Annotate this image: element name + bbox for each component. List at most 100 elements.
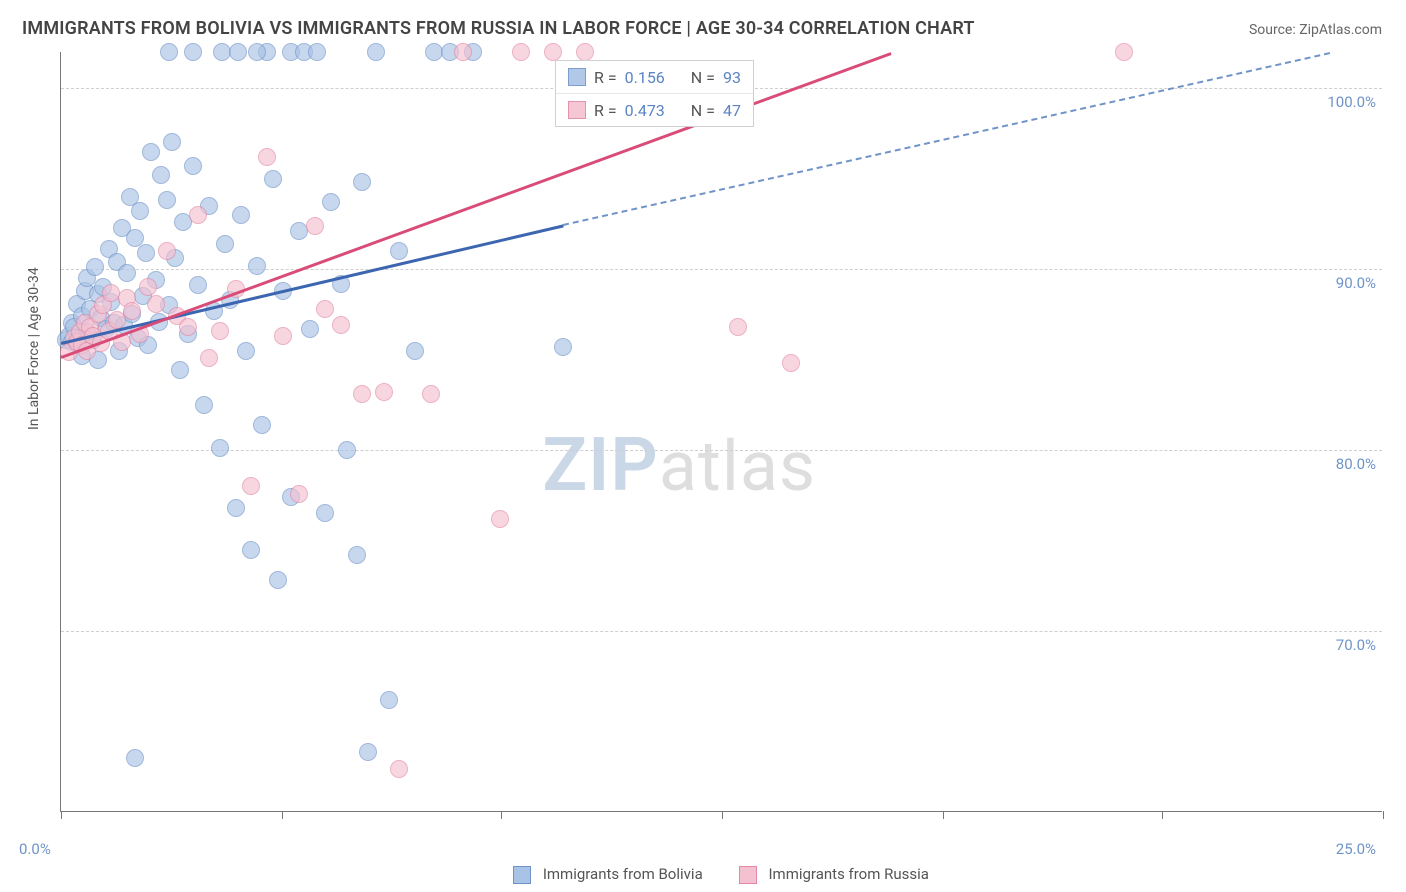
point-russia bbox=[200, 349, 218, 367]
x-tick-label-min: 0.0% bbox=[19, 840, 51, 858]
y-tick-label: 80.0% bbox=[1336, 455, 1376, 473]
point-bolivia bbox=[211, 439, 229, 457]
n-value: 47 bbox=[723, 101, 741, 120]
point-russia bbox=[123, 302, 141, 320]
series-legend: Immigrants from Bolivia Immigrants from … bbox=[60, 865, 1382, 884]
n-label: N = bbox=[691, 101, 715, 120]
legend-row-russia: R = 0.473 N = 47 bbox=[556, 94, 753, 126]
point-bolivia bbox=[353, 173, 371, 191]
y-axis-title: In Labor Force | Age 30-34 bbox=[26, 267, 42, 430]
point-russia bbox=[242, 477, 260, 495]
r-label: R = bbox=[594, 68, 617, 87]
legend-item-bolivia: Immigrants from Bolivia bbox=[513, 865, 703, 884]
y-tick-label: 70.0% bbox=[1336, 636, 1376, 654]
scatter-plot-area: ZIPatlas 70.0%80.0%90.0%100.0%0.0%25.0% bbox=[60, 52, 1382, 812]
point-bolivia bbox=[338, 441, 356, 459]
point-russia bbox=[454, 43, 472, 61]
x-tick bbox=[943, 811, 944, 819]
point-bolivia bbox=[406, 342, 424, 360]
legend-item-russia: Immigrants from Russia bbox=[739, 865, 929, 884]
n-value: 93 bbox=[723, 68, 741, 87]
point-bolivia bbox=[229, 43, 247, 61]
point-bolivia bbox=[131, 202, 149, 220]
point-bolivia bbox=[308, 43, 326, 61]
legend-label-russia: Immigrants from Russia bbox=[768, 865, 928, 883]
watermark-zip: ZIP bbox=[542, 422, 659, 509]
point-bolivia bbox=[390, 242, 408, 260]
source-label: Source: bbox=[1249, 22, 1299, 38]
point-bolivia bbox=[195, 396, 213, 414]
point-bolivia bbox=[322, 193, 340, 211]
watermark: ZIPatlas bbox=[542, 422, 816, 509]
point-russia bbox=[179, 318, 197, 336]
source-attribution: Source: ZipAtlas.com bbox=[1249, 22, 1382, 38]
x-tick bbox=[722, 811, 723, 819]
point-russia bbox=[211, 322, 229, 340]
point-russia bbox=[189, 206, 207, 224]
swatch-russia bbox=[739, 866, 757, 884]
point-bolivia bbox=[118, 264, 136, 282]
x-tick bbox=[61, 811, 62, 819]
point-bolivia bbox=[264, 170, 282, 188]
n-label: N = bbox=[691, 68, 715, 87]
point-bolivia bbox=[359, 743, 377, 761]
point-russia bbox=[258, 148, 276, 166]
legend-swatch bbox=[568, 68, 586, 86]
point-bolivia bbox=[189, 276, 207, 294]
point-russia bbox=[290, 485, 308, 503]
point-russia bbox=[390, 760, 408, 778]
point-bolivia bbox=[554, 338, 572, 356]
point-bolivia bbox=[248, 43, 266, 61]
x-tick bbox=[1162, 811, 1163, 819]
point-bolivia bbox=[301, 320, 319, 338]
point-russia bbox=[353, 385, 371, 403]
point-russia bbox=[139, 278, 157, 296]
point-bolivia bbox=[253, 416, 271, 434]
r-value: 0.156 bbox=[625, 68, 665, 87]
source-value: ZipAtlas.com bbox=[1299, 22, 1382, 38]
point-bolivia bbox=[184, 43, 202, 61]
point-bolivia bbox=[160, 43, 178, 61]
point-bolivia bbox=[380, 691, 398, 709]
point-russia bbox=[491, 510, 509, 528]
watermark-atlas: atlas bbox=[659, 426, 816, 508]
point-bolivia bbox=[248, 257, 266, 275]
point-bolivia bbox=[237, 342, 255, 360]
x-tick bbox=[501, 811, 502, 819]
point-bolivia bbox=[367, 43, 385, 61]
point-russia bbox=[147, 295, 165, 313]
legend-row-bolivia: R = 0.156 N = 93 bbox=[556, 61, 753, 94]
legend-label-bolivia: Immigrants from Bolivia bbox=[543, 865, 703, 883]
point-russia bbox=[422, 385, 440, 403]
point-bolivia bbox=[216, 235, 234, 253]
point-bolivia bbox=[227, 499, 245, 517]
point-bolivia bbox=[232, 206, 250, 224]
point-russia bbox=[375, 383, 393, 401]
point-russia bbox=[274, 327, 292, 345]
point-russia bbox=[306, 217, 324, 235]
x-tick bbox=[1383, 811, 1384, 819]
y-tick-label: 100.0% bbox=[1327, 93, 1376, 111]
point-bolivia bbox=[142, 143, 160, 161]
r-value: 0.473 bbox=[625, 101, 665, 120]
point-russia bbox=[332, 316, 350, 334]
point-russia bbox=[729, 318, 747, 336]
trend-line bbox=[60, 52, 891, 359]
gridline-h bbox=[61, 631, 1382, 632]
point-bolivia bbox=[137, 244, 155, 262]
point-bolivia bbox=[158, 191, 176, 209]
correlation-legend-box: R = 0.156 N = 93 R = 0.473 N = 47 bbox=[555, 60, 754, 127]
point-bolivia bbox=[348, 546, 366, 564]
point-russia bbox=[1115, 43, 1133, 61]
point-russia bbox=[158, 242, 176, 260]
point-russia bbox=[316, 300, 334, 318]
point-bolivia bbox=[152, 166, 170, 184]
point-bolivia bbox=[171, 361, 189, 379]
swatch-bolivia bbox=[513, 866, 531, 884]
point-bolivia bbox=[163, 133, 181, 151]
point-russia bbox=[512, 43, 530, 61]
point-russia bbox=[544, 43, 562, 61]
point-bolivia bbox=[184, 157, 202, 175]
x-tick-label-max: 25.0% bbox=[1336, 840, 1376, 858]
r-label: R = bbox=[594, 101, 617, 120]
